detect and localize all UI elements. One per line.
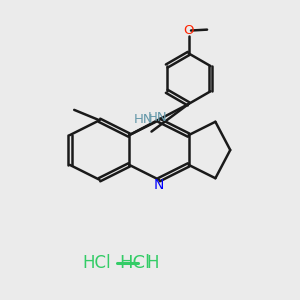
Text: HCl: HCl	[0, 299, 1, 300]
Text: N: N	[154, 178, 164, 192]
Text: HN: HN	[148, 111, 167, 124]
Text: HCl: HCl	[82, 254, 111, 272]
Text: O: O	[183, 24, 194, 37]
Text: HN: HN	[134, 113, 154, 126]
Text: HCl: HCl	[120, 254, 151, 272]
Text: H: H	[147, 254, 159, 272]
